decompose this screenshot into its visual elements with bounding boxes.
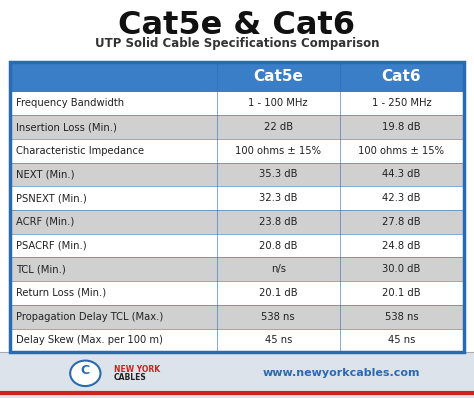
Bar — [10, 210, 464, 234]
Text: 20.1 dB: 20.1 dB — [382, 288, 421, 298]
Text: Propagation Delay TCL (Max.): Propagation Delay TCL (Max.) — [16, 312, 164, 322]
Text: 1 - 100 MHz: 1 - 100 MHz — [248, 98, 308, 108]
Text: 27.8 dB: 27.8 dB — [382, 217, 421, 227]
Text: TCL (Min.): TCL (Min.) — [16, 264, 66, 274]
Text: Return Loss (Min.): Return Loss (Min.) — [16, 288, 106, 298]
Text: C: C — [81, 364, 90, 377]
Text: 30.0 dB: 30.0 dB — [383, 264, 421, 274]
Text: Cat6: Cat6 — [382, 69, 421, 84]
Text: UTP Solid Cable Specifications Comparison: UTP Solid Cable Specifications Compariso… — [95, 37, 379, 50]
Text: 45 ns: 45 ns — [264, 336, 292, 345]
Text: www.newyorkcables.com: www.newyorkcables.com — [263, 368, 420, 378]
Text: 45 ns: 45 ns — [388, 336, 415, 345]
Text: 19.8 dB: 19.8 dB — [382, 122, 421, 132]
Bar — [10, 281, 464, 305]
Text: Delay Skew (Max. per 100 m): Delay Skew (Max. per 100 m) — [16, 336, 163, 345]
Bar — [10, 328, 464, 352]
Bar — [10, 139, 464, 163]
Text: PSACRF (Min.): PSACRF (Min.) — [16, 240, 87, 251]
Text: PSNEXT (Min.): PSNEXT (Min.) — [16, 193, 87, 203]
Text: NEW YORK: NEW YORK — [114, 365, 160, 374]
Bar — [10, 163, 464, 186]
Text: 20.8 dB: 20.8 dB — [259, 240, 298, 251]
Circle shape — [70, 361, 100, 386]
Text: Insertion Loss (Min.): Insertion Loss (Min.) — [16, 122, 117, 132]
Text: 100 ohms ± 15%: 100 ohms ± 15% — [358, 146, 445, 156]
Text: 1 - 250 MHz: 1 - 250 MHz — [372, 98, 431, 108]
Bar — [10, 62, 464, 92]
Bar — [0, 352, 474, 398]
Bar — [10, 62, 464, 352]
Bar — [10, 92, 464, 115]
Bar — [10, 234, 464, 258]
Bar — [10, 305, 464, 328]
Text: 32.3 dB: 32.3 dB — [259, 193, 298, 203]
Text: 23.8 dB: 23.8 dB — [259, 217, 298, 227]
Bar — [10, 115, 464, 139]
Text: 100 ohms ± 15%: 100 ohms ± 15% — [235, 146, 321, 156]
Text: 20.1 dB: 20.1 dB — [259, 288, 298, 298]
Text: Cat5e: Cat5e — [253, 69, 303, 84]
Text: 538 ns: 538 ns — [385, 312, 418, 322]
Text: NEXT (Min.): NEXT (Min.) — [16, 170, 74, 179]
Text: Frequency Bandwidth: Frequency Bandwidth — [16, 98, 124, 108]
Text: 22 dB: 22 dB — [264, 122, 293, 132]
Text: 24.8 dB: 24.8 dB — [382, 240, 421, 251]
Text: 35.3 dB: 35.3 dB — [259, 170, 298, 179]
Bar — [10, 186, 464, 210]
Text: Characteristic Impedance: Characteristic Impedance — [16, 146, 144, 156]
Text: 44.3 dB: 44.3 dB — [383, 170, 421, 179]
Text: Cat5e & Cat6: Cat5e & Cat6 — [118, 10, 356, 41]
Text: CABLES: CABLES — [114, 373, 146, 382]
Text: ACRF (Min.): ACRF (Min.) — [16, 217, 74, 227]
Text: 538 ns: 538 ns — [262, 312, 295, 322]
Text: 42.3 dB: 42.3 dB — [382, 193, 421, 203]
Bar — [10, 258, 464, 281]
Text: n/s: n/s — [271, 264, 286, 274]
